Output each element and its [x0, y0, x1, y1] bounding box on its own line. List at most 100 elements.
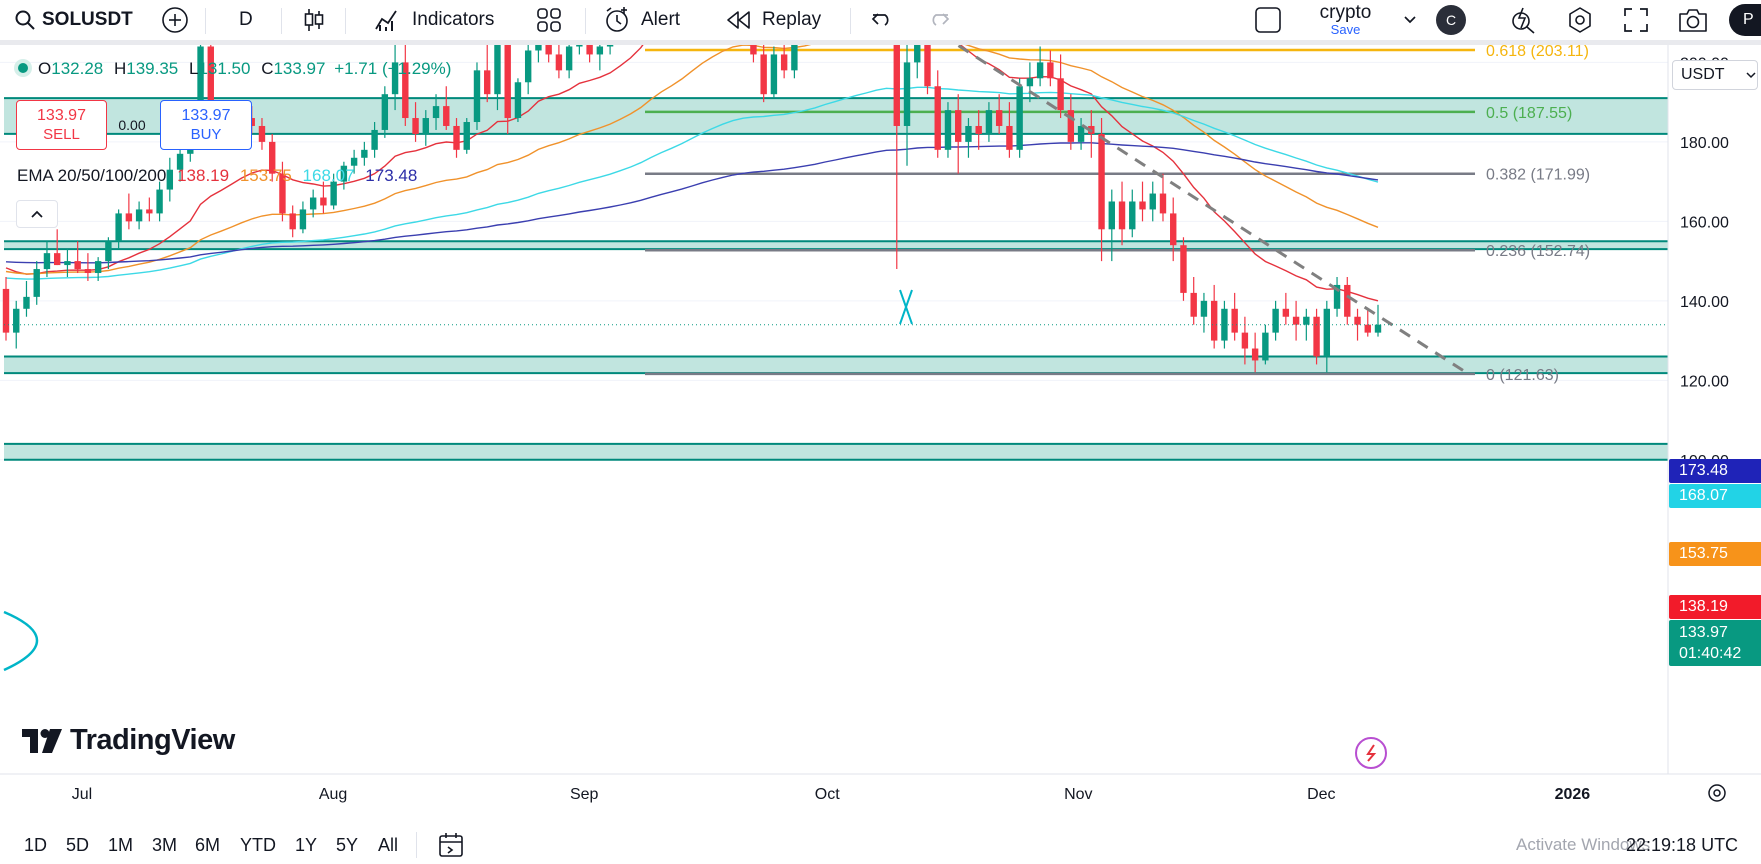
replay-button[interactable]: Replay	[726, 0, 821, 40]
indicators-icon	[375, 10, 397, 31]
range-6m[interactable]: 6M	[195, 834, 221, 855]
cross-mark	[899, 289, 913, 325]
chart-area[interactable]: 1 (253.47)0.786 (225.26)0.618 (203.11)0.…	[0, 0, 1761, 820]
buy-label: BUY	[190, 126, 222, 143]
candle-body	[780, 54, 788, 71]
candle-body	[555, 54, 563, 71]
candle-body	[606, 30, 614, 47]
currency-label: USDT	[1681, 66, 1725, 83]
ema50-price-label: 153.75	[1669, 542, 1761, 566]
top-toolbar: SOLUSDT D Indicators Alert Replay crypto…	[0, 0, 1761, 45]
layout-button[interactable]	[1254, 0, 1282, 40]
chart-type-button[interactable]	[302, 0, 326, 40]
candle-body	[23, 296, 30, 309]
candle-body	[535, 6, 542, 51]
camera-icon	[1679, 9, 1707, 32]
range-3m[interactable]: 3M	[152, 834, 178, 855]
settings-button[interactable]	[1566, 0, 1594, 40]
snapshot-button[interactable]	[1677, 0, 1709, 40]
redo-button[interactable]	[927, 0, 951, 40]
user-avatar[interactable]: C	[1436, 0, 1466, 40]
time-tick-label: Dec	[1307, 786, 1335, 803]
range-all[interactable]: All	[378, 834, 399, 855]
candle-body	[207, 46, 214, 119]
candle-body	[412, 118, 419, 134]
save-label: Save	[1330, 22, 1361, 37]
search-icon	[15, 10, 35, 30]
close-label: C	[261, 59, 274, 78]
fib-label-0.382: 0.382 (171.99)	[1486, 167, 1590, 184]
collapse-legend-button[interactable]	[16, 200, 58, 228]
fib-label-0.5: 0.5 (187.55)	[1486, 105, 1572, 122]
candle-body	[893, 0, 900, 126]
candle-body	[1231, 308, 1238, 333]
candle-body	[504, 38, 511, 119]
chevron-down-icon	[1746, 72, 1756, 79]
candle-body	[1374, 324, 1382, 333]
range-1m[interactable]: 1M	[108, 834, 134, 855]
candle-body	[156, 189, 163, 214]
candle-body	[1262, 332, 1269, 361]
ema20-price-label: 138.19	[1669, 595, 1761, 619]
trading-idea-button[interactable]	[1355, 737, 1387, 769]
layout-name: crypto	[1319, 2, 1372, 23]
calendar-icon	[439, 833, 463, 857]
candle-body	[105, 241, 112, 262]
alert-label: Alert	[641, 9, 681, 30]
candle-body	[1016, 86, 1023, 150]
candle-body	[176, 153, 184, 170]
candle-body	[13, 308, 20, 333]
alert-button[interactable]: Alert	[603, 0, 680, 40]
change-percent: (+1.29%)	[381, 59, 452, 78]
undo-button[interactable]	[870, 0, 894, 40]
bottom-toolbar: 1D 5D 1M 3M 6M YTD 1Y 5Y All Activate Wi…	[0, 826, 1761, 864]
quick-search-button[interactable]	[1509, 0, 1537, 40]
candle-body	[1333, 284, 1341, 309]
range-1y[interactable]: 1Y	[295, 834, 318, 855]
candle-body	[914, 30, 921, 63]
time-axis[interactable]: Jul Aug Sep Oct Nov Dec 2026	[0, 773, 1761, 803]
layout-name-save[interactable]: crypto Save	[1312, 1, 1379, 39]
zone-band	[4, 241, 1668, 250]
range-1d[interactable]: 1D	[24, 834, 48, 855]
drawing-overlays	[3, 0, 1668, 672]
range-5d[interactable]: 5D	[66, 834, 90, 855]
templates-button[interactable]	[536, 0, 562, 40]
chevron-up-icon	[31, 210, 43, 218]
fullscreen-button[interactable]	[1623, 0, 1649, 40]
ema200-line	[5, 142, 1379, 264]
candle-body	[760, 54, 767, 95]
candle-body	[1344, 284, 1351, 317]
time-tick-label: Aug	[319, 786, 347, 803]
profile-badge: P	[1729, 4, 1761, 36]
fullscreen-icon	[1624, 8, 1648, 32]
price-axis[interactable]: 100.00120.00140.00160.00180.00200.00220.…	[1667, 45, 1729, 774]
interval-button[interactable]: D	[239, 0, 253, 40]
profile-button[interactable]: P	[1729, 0, 1761, 40]
price-tick-label: 140.00	[1680, 294, 1729, 311]
candle-body	[453, 125, 460, 150]
buy-button[interactable]: 133.97 BUY	[160, 100, 252, 150]
ema50-line	[5, 21, 1379, 275]
sell-button[interactable]: 133.97 SELL	[16, 100, 107, 150]
candle-body	[1303, 316, 1310, 325]
symbol-search[interactable]: SOLUSDT	[14, 0, 133, 40]
indicators-button[interactable]: Indicators	[374, 0, 494, 40]
price-chart[interactable]: 1 (253.47)0.786 (225.26)0.618 (203.11)0.…	[0, 0, 1761, 820]
range-5y[interactable]: 5Y	[336, 834, 359, 855]
clock-timezone[interactable]: 22:19:18 UTC	[1626, 834, 1739, 855]
compare-button[interactable]	[161, 0, 189, 40]
ema200-price-label: 173.48	[1669, 459, 1761, 483]
candle-body	[443, 106, 450, 126]
layout-menu-button[interactable]	[1403, 0, 1417, 40]
candle-body	[1251, 348, 1259, 361]
ema-legend[interactable]: EMA 20/50/100/200 138.19 153.75 168.07 1…	[17, 166, 417, 186]
candle-body	[432, 106, 440, 119]
replay-label: Replay	[762, 9, 822, 30]
highlight-ellipse	[3, 610, 38, 672]
redo-icon	[932, 13, 950, 26]
go-to-date-button[interactable]	[438, 826, 466, 864]
candle-body	[995, 110, 1003, 126]
range-ytd[interactable]: YTD	[240, 834, 276, 855]
currency-select[interactable]: USDT	[1672, 60, 1758, 90]
